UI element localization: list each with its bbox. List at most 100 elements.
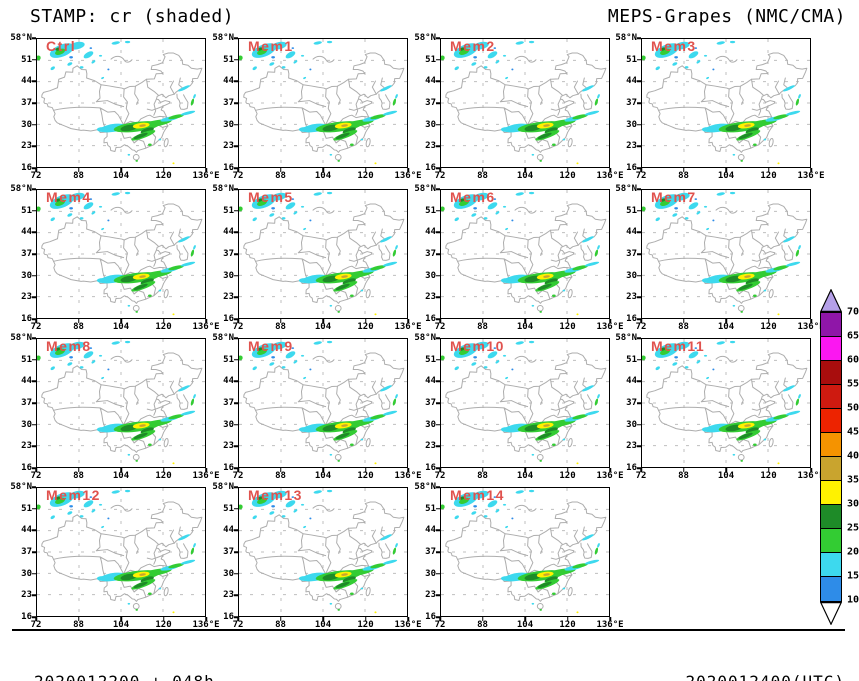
y-tick-label: 44 xyxy=(21,76,32,87)
china-map xyxy=(441,39,609,167)
y-tick-label: 37 xyxy=(21,398,32,408)
y-tick-label: 23 xyxy=(223,141,234,152)
x-tick-label: 72 xyxy=(434,322,446,332)
y-tick-label: 16 xyxy=(223,314,234,324)
map-panel: Mem13 58°N 51 44 37 30 23 16 72 88 104 120 136°E xyxy=(212,482,421,630)
x-tick-mark xyxy=(810,168,812,172)
x-tick-mark xyxy=(566,617,569,621)
x-tick-mark xyxy=(322,617,324,621)
y-tick-label: 44 xyxy=(223,525,234,536)
y-tick-label: 30 xyxy=(425,568,436,579)
x-tick-mark xyxy=(609,617,611,621)
x-tick-label: 88 xyxy=(73,471,84,481)
x-tick-label: 104 xyxy=(314,471,332,481)
colorbar-level-label: 15 xyxy=(847,570,859,582)
member-label: Mem11 xyxy=(651,338,706,354)
china-map xyxy=(441,190,609,318)
y-tick-label: 51 xyxy=(223,54,234,65)
colorbar-over-arrow xyxy=(820,289,842,312)
y-tick-label: 58°N xyxy=(212,333,234,343)
y-tick-label: 58°N xyxy=(10,33,32,43)
x-tick-mark xyxy=(640,468,642,472)
x-tick-label: 120 xyxy=(760,471,777,481)
y-tick-label: 30 xyxy=(223,419,234,430)
y-tick-label: 37 xyxy=(425,547,436,557)
china-map xyxy=(37,190,205,318)
y-tick-label: 44 xyxy=(626,76,637,87)
y-tick-label: 16 xyxy=(425,314,436,324)
y-tick-label: 30 xyxy=(223,119,234,130)
y-tick-label: 23 xyxy=(223,441,234,452)
x-tick-mark xyxy=(682,168,685,172)
y-tick-label: 30 xyxy=(223,270,234,281)
y-tick-label: 30 xyxy=(425,419,436,430)
y-tick-label: 58°N xyxy=(615,333,637,343)
x-tick-label: 88 xyxy=(73,322,84,332)
y-tick-label: 51 xyxy=(223,354,234,365)
member-label: Mem6 xyxy=(450,189,496,205)
y-tick-label: 23 xyxy=(425,141,436,152)
china-map xyxy=(37,488,205,616)
x-tick-label: 72 xyxy=(635,171,647,181)
y-tick-label: 30 xyxy=(425,270,436,281)
map-plot-frame xyxy=(641,38,811,168)
x-tick-mark xyxy=(205,168,207,172)
map-panel: Mem11 58°N 51 44 37 30 23 16 72 88 104 120 136°E xyxy=(615,333,824,481)
x-tick-mark xyxy=(566,319,569,323)
x-tick-mark xyxy=(439,468,441,472)
x-tick-mark xyxy=(524,617,526,621)
y-tick-label: 44 xyxy=(21,227,32,238)
colorbar-segment xyxy=(821,481,841,505)
map-plot-frame xyxy=(440,189,610,319)
x-tick-mark xyxy=(322,319,324,323)
y-tick-label: 37 xyxy=(21,547,32,557)
y-tick-label: 51 xyxy=(223,503,234,514)
y-tick-label: 51 xyxy=(425,503,436,514)
y-tick-label: 51 xyxy=(21,503,32,514)
y-tick-label: 23 xyxy=(626,441,637,452)
y-tick-label: 23 xyxy=(21,141,32,152)
x-tick-label: 72 xyxy=(635,471,647,481)
x-tick-mark xyxy=(120,319,122,323)
x-tick-mark xyxy=(439,168,441,172)
x-tick-mark xyxy=(640,168,642,172)
footer-init-utc: 2020012200 + 048h xyxy=(34,672,215,681)
x-tick-label: 72 xyxy=(30,471,42,481)
colorbar-segments xyxy=(820,312,842,602)
y-tick-label: 51 xyxy=(626,354,637,365)
colorbar-level-label: 55 xyxy=(847,378,859,390)
x-tick-mark xyxy=(481,319,484,323)
x-tick-mark xyxy=(162,468,165,472)
y-tick-label: 37 xyxy=(21,249,32,259)
china-map xyxy=(441,488,609,616)
y-tick-label: 37 xyxy=(223,398,234,408)
colorbar-segment xyxy=(821,457,841,481)
y-tick-label: 37 xyxy=(626,98,637,108)
colorbar-level-label: 20 xyxy=(847,546,859,558)
x-tick-label: 104 xyxy=(516,322,534,332)
x-tick-label: 88 xyxy=(477,171,488,181)
member-label: Mem8 xyxy=(46,338,92,354)
x-tick-mark xyxy=(767,468,770,472)
footer-valid-times: 2020012400(UTC) 2020012408(CST) xyxy=(686,634,846,681)
x-tick-mark xyxy=(609,168,611,172)
x-tick-mark xyxy=(35,617,37,621)
y-tick-label: 16 xyxy=(425,612,436,622)
x-tick-mark xyxy=(205,319,207,323)
colorbar-level-label: 25 xyxy=(847,522,859,534)
x-tick-mark xyxy=(237,468,239,472)
y-tick-label: 30 xyxy=(425,119,436,130)
x-tick-label: 136°E xyxy=(394,471,422,481)
map-panel: Mem5 58°N 51 44 37 30 23 16 72 88 104 120 136°E xyxy=(212,184,421,332)
colorbar-level-label: 10 xyxy=(847,594,859,606)
colorbar-level-label: 40 xyxy=(847,450,859,462)
y-tick-label: 30 xyxy=(21,270,32,281)
x-tick-mark xyxy=(279,468,282,472)
y-tick-label: 23 xyxy=(626,292,637,303)
member-label: Mem7 xyxy=(651,189,697,205)
member-label: Mem5 xyxy=(248,189,294,205)
x-tick-label: 72 xyxy=(635,322,647,332)
map-plot-frame xyxy=(440,38,610,168)
china-map xyxy=(37,339,205,467)
